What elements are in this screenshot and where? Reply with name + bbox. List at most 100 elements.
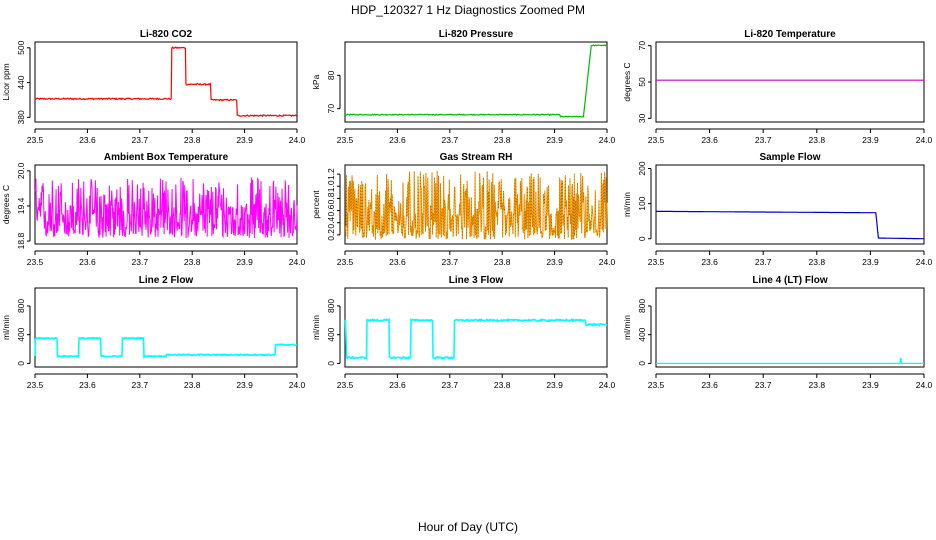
line-3-flow-xtick-label: 23.7 [442,380,459,390]
line-4-lt-flow-xtick-label: 23.6 [701,380,718,390]
line-4-lt-flow-ytick-label: 400 [637,327,647,341]
sample-flow-ytick-label: 100 [637,196,647,210]
line-2-flow-xtick-label: 23.5 [27,380,44,390]
line-2-flow-series-line [34,336,298,360]
line-3-flow-xtick-label: 23.9 [546,380,563,390]
figure-xlabel: Hour of Day (UTC) [418,520,518,534]
li-820-pressure-xtick-label: 23.5 [337,135,354,145]
sample-flow-ytick-label: 200 [637,161,647,175]
li-820-co2-xtick-label: 23.6 [79,135,96,145]
panel-line-3-flow: Line 3 Flow ml/min 23.5 23.6 23.7 23.8 23.9 24.… [311,275,616,390]
li-820-temperature-xtick-label: 23.5 [648,135,665,145]
li-820-temperature-title: Li-820 Temperature [744,29,836,40]
gas-stream-rh-xtick-label: 23.8 [494,257,511,267]
line-2-flow-title: Line 2 Flow [139,275,194,286]
sample-flow-series-line [655,210,924,240]
ambient-box-temperature-ytick-label: 18.8 [16,233,26,250]
li-820-co2-xtick-label: 23.7 [132,135,149,145]
gas-stream-rh-ytick-label: 0.6 [326,204,336,216]
li-820-pressure-xtick-label: 23.8 [494,135,511,145]
li-820-pressure-ytick-label: 70 [326,104,336,114]
panel-sample-flow: Sample Flow ml/min 23.5 23.6 23.7 23.8 23.9 24.… [622,152,933,267]
line-4-lt-flow-xtick-label: 23.7 [755,380,772,390]
li-820-co2-ytick-label: 500 [16,40,26,54]
line-2-flow-ytick-label: 400 [16,327,26,341]
ambient-box-temperature-title: Ambient Box Temperature [104,152,229,163]
sample-flow-xtick-label: 23.9 [862,257,879,267]
line-3-flow-xtick-label: 23.8 [494,380,511,390]
li-820-co2-xtick-label: 23.8 [184,135,201,145]
panel-li-820-temperature: Li-820 Temperature degrees C 23.5 23.6 23.7 2… [622,29,933,145]
ambient-box-temperature-xtick-label: 23.8 [184,257,201,267]
li-820-pressure-ylabel: kPa [311,74,321,89]
figure-title: HDP_120327 1 Hz Diagnostics Zoomed PM [351,3,585,17]
li-820-temperature-ytick-label: 50 [637,77,647,87]
panel-li-820-co2: Li-820 CO2 Licor ppm 23.5 23.6 23.7 23.8 23.9 2… [1,29,306,145]
gas-stream-rh-ytick-label: 0.4 [326,217,336,229]
li-820-temperature-xtick-label: 23.6 [701,135,718,145]
gas-stream-rh-ylabel: percent [311,190,321,219]
gas-stream-rh-ytick-label: 1.0 [326,180,336,192]
gas-stream-rh-xtick-label: 23.6 [389,257,406,267]
gas-stream-rh-ytick-label: 0.8 [326,192,336,204]
ambient-box-temperature-ytick-label: 19.4 [16,197,26,214]
sample-flow-xtick-label: 23.7 [755,257,772,267]
ambient-box-temperature-xtick-label: 23.5 [27,257,44,267]
li-820-pressure-plot-frame [344,41,608,123]
ambient-box-temperature-xtick-label: 23.7 [132,257,149,267]
panel-gas-stream-rh: Gas Stream RH percent 23.5 23.6 23.7 23.8 23.9… [311,152,616,267]
line-2-flow-plot-frame [34,287,298,368]
li-820-co2-series-line [34,46,298,118]
line-3-flow-ytick-label: 800 [326,299,336,313]
line-4-lt-flow-xtick-label: 23.8 [809,380,826,390]
line-2-flow-xtick-label: 23.8 [184,380,201,390]
li-820-temperature-xtick-label: 23.8 [809,135,826,145]
gas-stream-rh-series-points [344,171,608,240]
gas-stream-rh-xtick-label: 23.7 [442,257,459,267]
li-820-co2-xtick-label: 23.9 [236,135,253,145]
li-820-temperature-plot-frame [655,41,925,123]
line-2-flow-ylabel: ml/min [1,315,11,340]
sample-flow-xtick-label: 23.5 [648,257,665,267]
line-2-flow-ytick-label: 800 [16,299,26,313]
line-3-flow-ytick-label: 400 [326,327,336,341]
gas-stream-rh-title: Gas Stream RH [440,152,513,163]
ambient-box-temperature-ytick-label: 20.0 [16,162,26,179]
li-820-co2-title: Li-820 CO2 [140,29,193,40]
panel-ambient-box-temperature: Ambient Box Temperature degrees C 23.5 23.6… [1,152,306,267]
li-820-temperature-ytick-label: 70 [637,41,647,51]
sample-flow-plot-frame [655,164,925,245]
line-2-flow-xtick-label: 23.9 [236,380,253,390]
ambient-box-temperature-series-line [34,176,298,239]
line-3-flow-plot-frame [344,287,608,368]
gas-stream-rh-xtick-label: 23.5 [337,257,354,267]
line-2-flow-xtick-label: 24.0 [289,380,306,390]
gas-stream-rh-ytick-label: 0.2 [326,229,336,241]
line-3-flow-series-line [344,317,608,361]
line-4-lt-flow-ytick-label: 0 [637,361,647,366]
li-820-pressure-series-line [344,44,608,118]
line-3-flow-ylabel: ml/min [311,315,321,340]
li-820-co2-ylabel: Licor ppm [1,63,11,100]
li-820-co2-ytick-label: 380 [16,110,26,124]
li-820-temperature-xtick-label: 24.0 [916,135,933,145]
li-820-pressure-xtick-label: 23.9 [546,135,563,145]
li-820-co2-xtick-label: 24.0 [289,135,306,145]
li-820-pressure-xtick-label: 23.7 [442,135,459,145]
panel-li-820-pressure: Li-820 Pressure kPa 23.5 23.6 23.7 23.8 23.9 24… [311,29,616,145]
ambient-box-temperature-plot-frame [34,164,298,245]
line-4-lt-flow-xtick-label: 24.0 [916,380,933,390]
sample-flow-xtick-label: 23.8 [809,257,826,267]
line-4-lt-flow-ytick-label: 800 [637,299,647,313]
line-3-flow-xtick-label: 23.5 [337,380,354,390]
panel-grid: Li-820 CO2 Licor ppm 23.5 23.6 23.7 23.8 23.9 2… [1,29,933,390]
line-2-flow-xtick-label: 23.7 [132,380,149,390]
sample-flow-ylabel: ml/min [622,192,632,217]
li-820-temperature-xtick-label: 23.9 [862,135,879,145]
line-3-flow-ytick-label: 0 [326,361,336,366]
sample-flow-xtick-label: 23.6 [701,257,718,267]
sample-flow-title: Sample Flow [759,152,820,163]
ambient-box-temperature-xtick-label: 24.0 [289,257,306,267]
ambient-box-temperature-ylabel: degrees C [1,185,11,224]
